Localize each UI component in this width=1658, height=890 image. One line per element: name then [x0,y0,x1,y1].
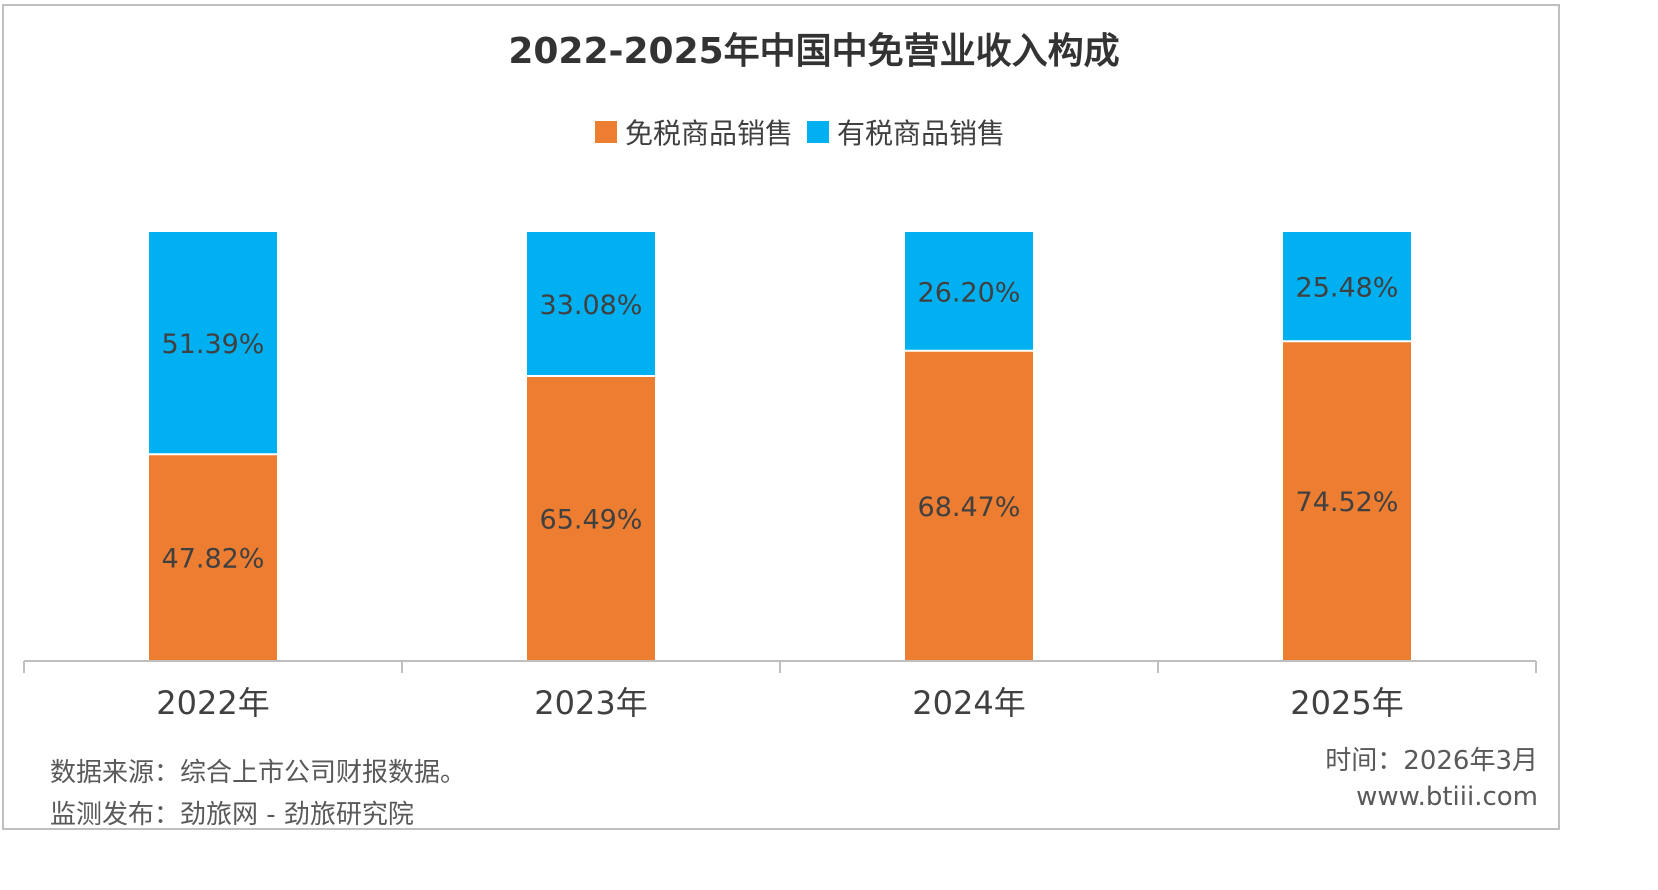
publisher-note: 监测发布：劲旅网 - 劲旅研究院 [50,800,414,830]
data-label-duty-paid-4: 25.48% [1296,273,1399,304]
x-tick-label-1: 2022年 [156,684,269,722]
x-tick-label-2: 2023年 [534,684,647,722]
legend-label-duty-free: 免税商品销售 [624,117,793,150]
legend-item-duty-free: 免税商品销售 [594,112,793,152]
bar-duty-paid-3 [905,232,1033,351]
x-tick-label-3: 2024年 [912,684,1025,722]
data-label-duty-free-3: 68.47% [918,492,1021,523]
legend-swatch-duty-paid [807,121,829,143]
website-note: www.btiii.com [1356,782,1538,812]
legend-item-duty-paid: 有税商品销售 [807,112,1005,152]
data-label-duty-paid-3: 26.20% [918,277,1021,308]
legend-swatch-duty-free [594,121,617,143]
bar-duty-paid-1 [149,232,277,455]
bar-duty-paid-2 [527,232,655,376]
x-tick-label-4: 2025年 [1290,684,1403,722]
data-label-duty-paid-2: 33.08% [540,290,643,321]
bar-duty-free-3 [905,350,1033,661]
data-label-duty-free-1: 47.82% [162,544,265,575]
legend-label-duty-paid: 有税商品销售 [837,117,1006,150]
bar-duty-free-4 [1283,341,1411,661]
bar-duty-paid-4 [1283,232,1411,342]
bar-duty-free-2 [527,375,655,661]
time-note: 时间：2026年3月 [1325,746,1538,776]
chart-title: 2022-2025年中国中免营业收入构成 [508,31,1120,72]
data-label-duty-free-4: 74.52% [1296,487,1399,518]
data-label-duty-paid-1: 51.39% [162,329,265,360]
chart-legend: 免税商品销售 有税商品销售 [0,112,1600,152]
bar-duty-free-1 [149,454,277,661]
source-note: 数据来源：综合上市公司财报数据。 [50,758,467,788]
data-label-duty-free-2: 65.49% [540,504,643,535]
